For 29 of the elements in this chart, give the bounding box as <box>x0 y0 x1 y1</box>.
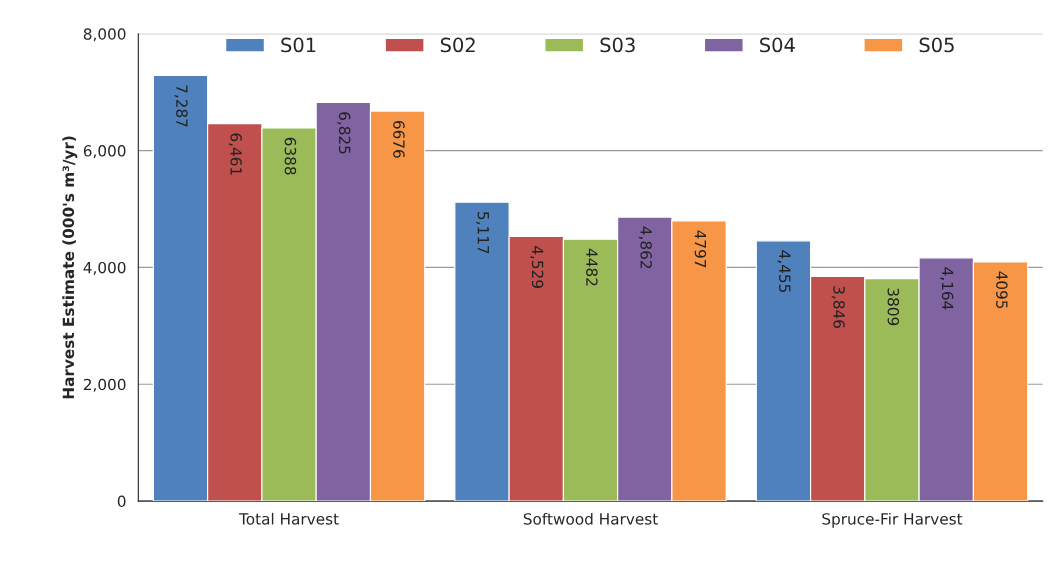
y-tick-label: 4,000 <box>83 261 126 276</box>
data-label: 4482 <box>586 248 598 286</box>
data-label: 4797 <box>694 230 707 268</box>
legend-label: S01 <box>281 37 316 53</box>
x-tick-label: Total Harvest <box>238 512 339 525</box>
y-tick-label: 8,000 <box>83 28 126 42</box>
data-label: 3,846 <box>831 286 845 328</box>
y-tick-label: 6,000 <box>83 145 126 159</box>
data-label: 6,825 <box>337 112 351 154</box>
data-label: 6388 <box>284 137 297 175</box>
data-label: 7,287 <box>174 85 188 127</box>
x-tick-label: Softwood Harvest <box>523 512 658 525</box>
data-label: 4095 <box>996 271 1008 309</box>
legend-label: S03 <box>600 37 635 53</box>
data-label: 5,117 <box>476 212 489 254</box>
data-label: 4,862 <box>638 226 652 269</box>
data-label: 4,164 <box>940 267 954 310</box>
x-tick-label: Spruce-Fir Harvest <box>822 512 963 528</box>
data-label: 4,529 <box>530 246 544 288</box>
y-tick-label: 0 <box>117 495 126 508</box>
y-tick-label: 2,000 <box>83 378 126 392</box>
legend-label: S04 <box>760 37 795 53</box>
data-label: 6676 <box>393 120 405 158</box>
data-label: 6,461 <box>228 133 242 175</box>
legend-label: S02 <box>440 37 475 53</box>
data-label: 3809 <box>887 288 900 326</box>
data-label: 4,455 <box>777 250 791 293</box>
legend-label: S05 <box>919 37 954 53</box>
y-axis-title: Harvest Estimate (000's m³/yr) <box>62 136 78 399</box>
